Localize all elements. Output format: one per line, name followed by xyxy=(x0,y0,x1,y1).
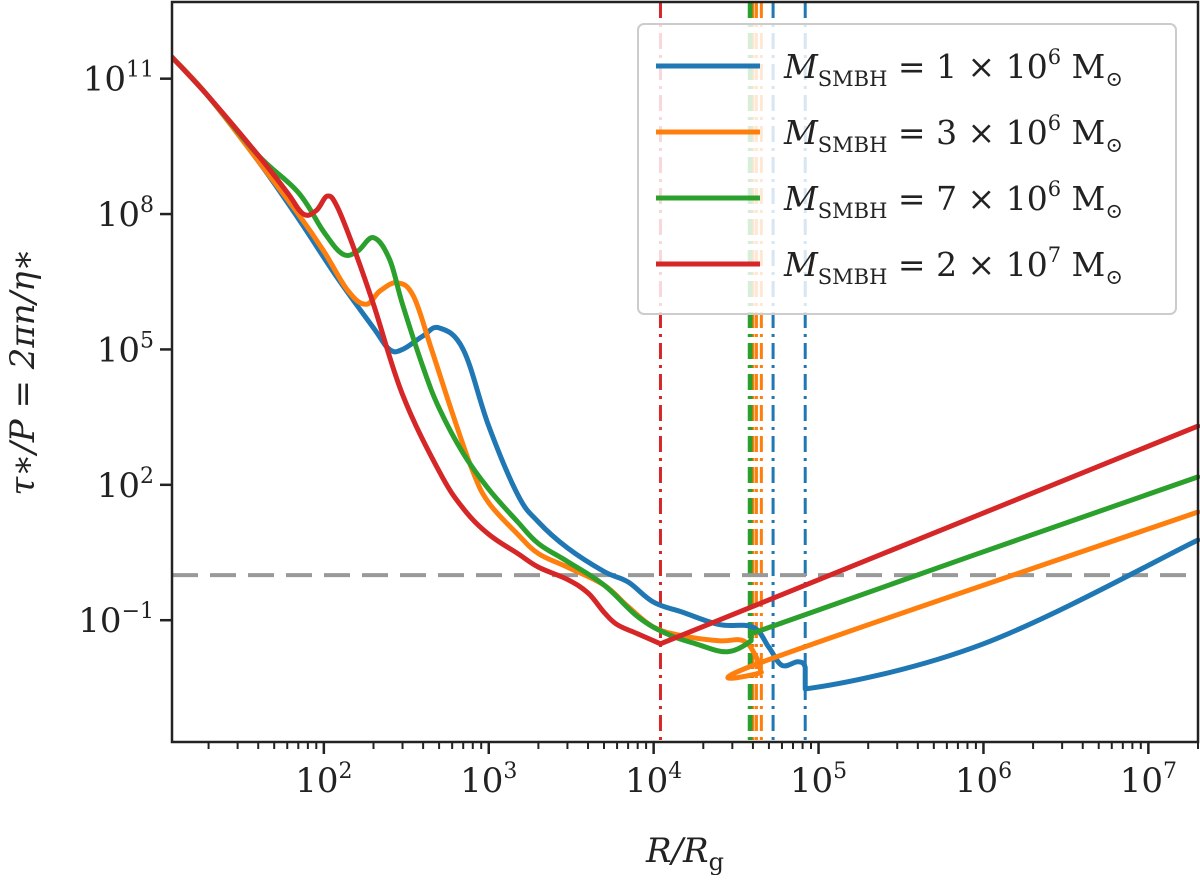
x-axis-label-sep: / xyxy=(669,831,687,871)
legend-label-1: MSMBH = 3 × 106 M⊙ xyxy=(783,111,1123,157)
y-axis-label: τ∗/P = 2πn/η∗ xyxy=(3,248,43,495)
series-line-3 xyxy=(172,54,1200,647)
legend-exponent: 7 xyxy=(1048,243,1061,267)
y-tick-exp: 8 xyxy=(140,193,154,218)
legend-subscript: SMBH xyxy=(818,199,888,223)
legend-label-3: MSMBH = 2 × 107 M⊙ xyxy=(783,243,1123,289)
legend-box xyxy=(637,23,1177,315)
x-tick-exp: 5 xyxy=(833,759,847,784)
x-tick-label: 102 xyxy=(295,759,352,801)
series-line-2 xyxy=(172,54,1200,655)
series-line-1 xyxy=(172,54,1200,681)
x-tick-label: 107 xyxy=(1120,759,1177,801)
x-axis-label: R/Rg xyxy=(645,831,724,875)
legend-exponent: 6 xyxy=(1048,177,1061,201)
legend-unit-sub: ⊙ xyxy=(1105,67,1123,91)
x-tick-label: 104 xyxy=(625,759,682,801)
legend-unit: M xyxy=(1061,113,1105,152)
y-tick-base: 10 xyxy=(78,601,121,641)
legend-subscript: SMBH xyxy=(818,67,888,91)
y-tick-label: 108 xyxy=(97,193,154,235)
x-axis-label-sub: g xyxy=(709,848,724,875)
axis-labels: R/Rg τ∗/P = 2πn/η∗ xyxy=(3,248,724,876)
legend-symbol: M xyxy=(783,113,819,152)
legend-unit-sub: ⊙ xyxy=(1105,199,1123,223)
legend-symbol: M xyxy=(783,179,819,218)
legend-coefficient: = 7 × 10 xyxy=(887,179,1047,218)
x-tick-base: 10 xyxy=(295,761,338,801)
legend-unit: M xyxy=(1061,245,1105,284)
legend-label-2: MSMBH = 7 × 106 M⊙ xyxy=(783,177,1123,223)
x-tick-exp: 2 xyxy=(338,759,352,784)
plot-frame xyxy=(170,0,1200,744)
x-tick-label: 103 xyxy=(460,759,517,801)
x-tick-exp: 6 xyxy=(998,759,1012,784)
y-tick-base: 10 xyxy=(97,466,140,506)
y-tick-base: 10 xyxy=(83,60,126,100)
legend-coefficient: = 2 × 10 xyxy=(887,245,1047,284)
legend-symbol: M xyxy=(783,245,819,284)
y-tick-exp: 2 xyxy=(140,464,154,489)
y-tick-base: 10 xyxy=(97,195,140,235)
legend-subscript: SMBH xyxy=(818,265,888,289)
legend-label-0: MSMBH = 1 × 106 M⊙ xyxy=(783,45,1123,91)
x-tick-base: 10 xyxy=(955,761,998,801)
x-tick-base: 10 xyxy=(1120,761,1163,801)
x-tick-base: 10 xyxy=(790,761,833,801)
x-tick-exp: 3 xyxy=(503,759,517,784)
y-tick-label: 10−1 xyxy=(78,599,154,641)
x-tick-label: 106 xyxy=(955,759,1012,801)
y-tick-label: 105 xyxy=(97,328,154,370)
legend-unit: M xyxy=(1061,47,1105,86)
legend-coefficient: = 3 × 10 xyxy=(887,113,1047,152)
x-tick-exp: 4 xyxy=(668,759,682,784)
legend-exponent: 6 xyxy=(1048,111,1061,135)
legend-unit: M xyxy=(1061,179,1105,218)
y-tick-base: 10 xyxy=(97,330,140,370)
x-tick-base: 10 xyxy=(460,761,503,801)
legend-unit-sub: ⊙ xyxy=(1105,133,1123,157)
legend-subscript: SMBH xyxy=(818,133,888,157)
x-axis-label-main: R xyxy=(645,831,672,871)
legend-symbol: M xyxy=(783,47,819,86)
legend: MSMBH = 1 × 106 M⊙MSMBH = 3 × 106 M⊙MSMB… xyxy=(637,23,1177,315)
x-tick-label: 105 xyxy=(790,759,847,801)
y-tick-exp: 5 xyxy=(140,328,154,353)
y-tick-label: 102 xyxy=(97,464,154,506)
y-tick-exp: 11 xyxy=(126,58,154,83)
legend-coefficient: = 1 × 10 xyxy=(887,47,1047,86)
legend-exponent: 6 xyxy=(1048,45,1061,69)
x-tick-base: 10 xyxy=(625,761,668,801)
legend-unit-sub: ⊙ xyxy=(1105,265,1123,289)
y-tick-label: 1011 xyxy=(83,58,154,100)
x-tick-exp: 7 xyxy=(1163,759,1177,784)
axes-frame xyxy=(170,0,1200,744)
y-tick-exp: −1 xyxy=(122,599,154,624)
series-lines-layer xyxy=(172,54,1200,692)
x-axis-label-denom: R xyxy=(682,831,709,871)
